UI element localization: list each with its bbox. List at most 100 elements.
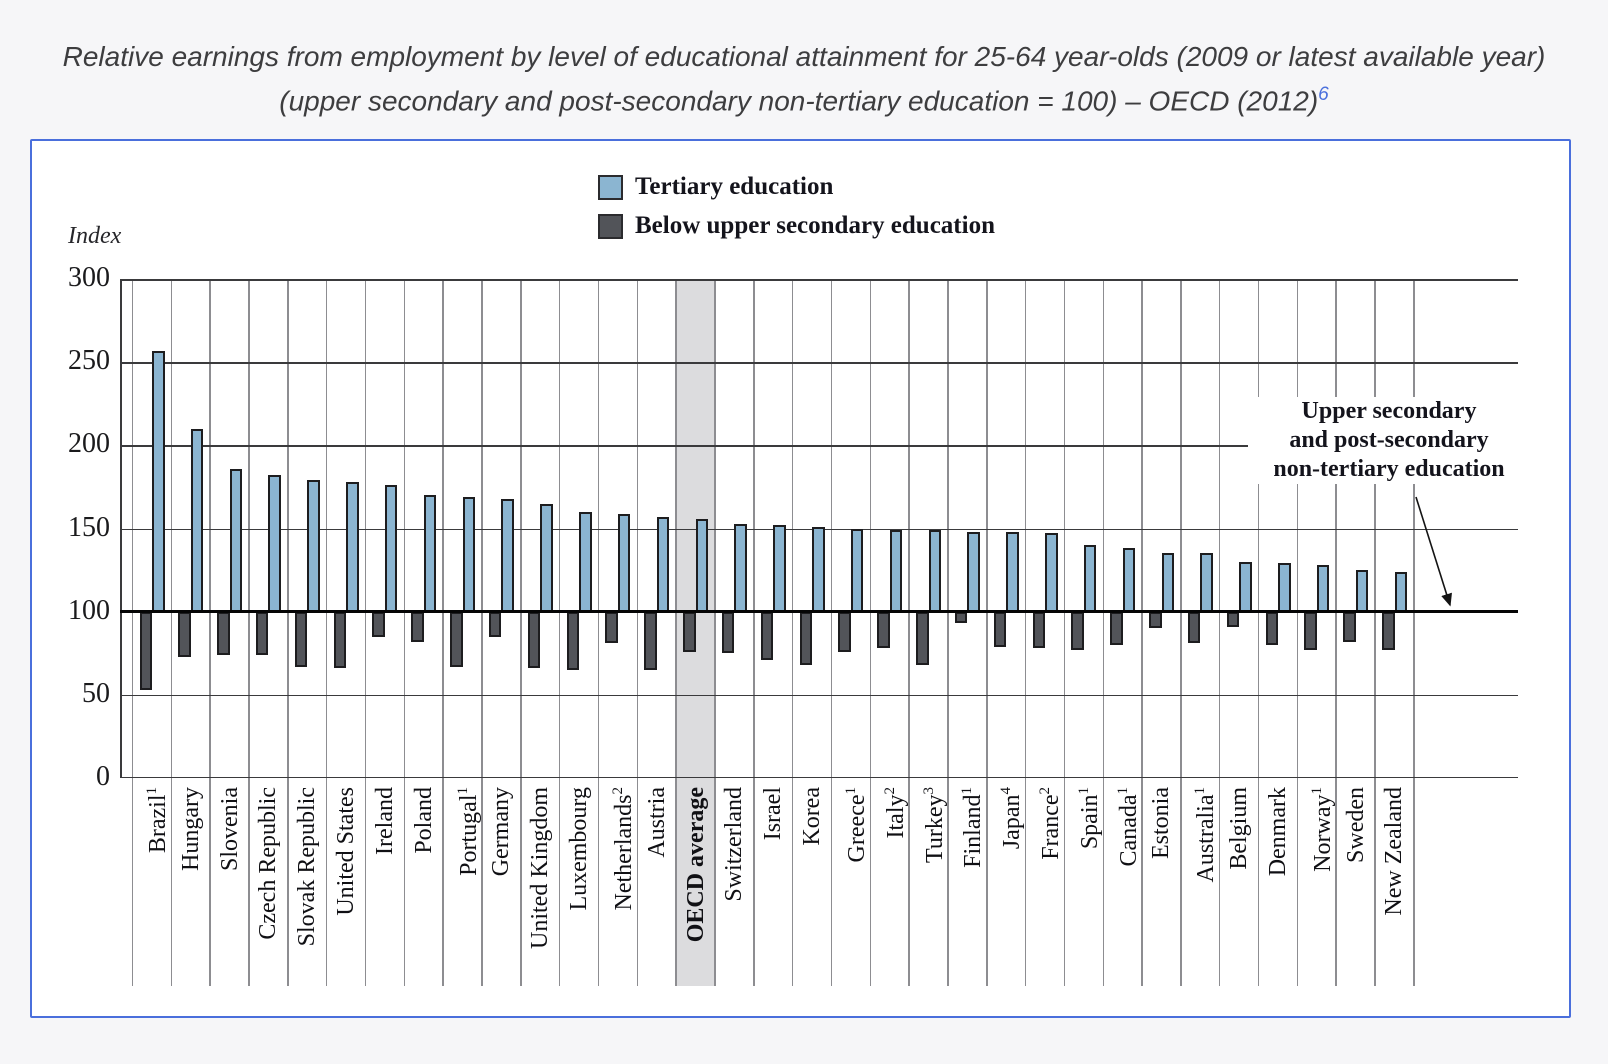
y-tick-50: 50 xyxy=(82,677,110,709)
bar-tertiary-Poland xyxy=(423,495,437,612)
baseline-annotation-line: Upper secondary xyxy=(1301,398,1477,424)
bar-tertiary-Korea xyxy=(812,526,825,612)
baseline-annotation-line: non-tertiary education xyxy=(1273,456,1505,482)
bar-below-upper-secondary-Poland xyxy=(411,611,424,642)
legend-item-below-upper-secondary: Below upper secondary education xyxy=(598,212,995,240)
bar-below-upper-secondary-Australia xyxy=(1187,611,1201,644)
tertiary-legend-swatch-icon xyxy=(598,174,623,200)
x-label-Australia: Australia1 xyxy=(1192,787,1220,883)
x-label-Germany: Germany xyxy=(488,787,515,877)
chart-figure: Tertiary education Below upper secondary… xyxy=(30,139,1571,1018)
below-upper-secondary-legend-swatch-icon xyxy=(598,213,623,239)
x-label-Netherlands: Netherlands2 xyxy=(609,787,637,911)
gridline-vertical xyxy=(1102,279,1104,986)
bar-tertiary-Austria xyxy=(656,516,670,612)
baseline-annotation-line: and post-secondary xyxy=(1289,427,1489,453)
gridline-vertical xyxy=(1063,279,1066,986)
baseline-annotation: Upper secondary and post-secondary non-t… xyxy=(1248,397,1530,484)
gridline-vertical xyxy=(209,279,211,986)
gridline-vertical xyxy=(791,279,794,986)
bar-below-upper-secondary-Korea xyxy=(799,611,813,665)
chart-legend: Tertiary education Below upper secondary… xyxy=(598,173,995,251)
bar-tertiary-Israel xyxy=(773,525,786,612)
page-title: Relative earnings from employment by lev… xyxy=(32,38,1577,120)
gridline-vertical xyxy=(520,279,522,986)
gridline-vertical xyxy=(558,279,561,986)
bar-below-upper-secondary-Norway xyxy=(1304,611,1317,650)
gridline-vertical xyxy=(947,279,949,986)
x-label-OECD average: OECD average xyxy=(682,787,709,943)
gridline-h-50 xyxy=(120,694,1518,697)
gridline-vertical xyxy=(636,279,639,986)
bar-below-upper-secondary-Sweden xyxy=(1343,611,1356,642)
bar-tertiary-Portugal xyxy=(462,496,476,612)
bar-tertiary-Sweden xyxy=(1355,570,1369,612)
gridline-h-200 xyxy=(120,445,1518,447)
bar-tertiary-Luxembourg xyxy=(579,511,592,612)
bar-tertiary-United States xyxy=(346,481,359,612)
gridline-h-0 xyxy=(120,776,1518,778)
gridline-vertical xyxy=(1296,279,1299,986)
bar-tertiary-Czech Republic xyxy=(268,475,281,612)
bar-tertiary-Belgium xyxy=(1239,561,1252,612)
bar-below-upper-secondary-Germany xyxy=(488,611,502,637)
bar-below-upper-secondary-Canada xyxy=(1110,611,1123,645)
gridline-vertical xyxy=(403,279,406,986)
baseline-100-line xyxy=(120,609,1518,614)
x-label-United States: United States xyxy=(333,787,360,916)
bar-tertiary-Denmark xyxy=(1278,563,1291,612)
x-label-Canada: Canada1 xyxy=(1114,787,1142,867)
bar-tertiary-Canada xyxy=(1122,548,1136,612)
bar-tertiary-OECD average xyxy=(695,518,709,612)
bar-tertiary-Slovenia xyxy=(229,468,243,612)
footnote-superscript: 1 xyxy=(1114,787,1131,795)
x-label-Slovenia: Slovenia xyxy=(216,787,243,871)
annotation-arrow-icon xyxy=(1415,496,1452,607)
bar-below-upper-secondary-Brazil xyxy=(139,611,152,690)
x-label-Austria: Austria xyxy=(643,787,670,858)
y-tick-300: 300 xyxy=(68,262,110,293)
gridline-vertical xyxy=(753,279,755,986)
page-title-text: Relative earnings from employment by lev… xyxy=(62,41,1546,117)
gridline-vertical xyxy=(1335,279,1337,986)
legend-label-tertiary: Tertiary education xyxy=(635,173,834,200)
footnote-link[interactable]: 6 xyxy=(1318,84,1329,105)
footnote-superscript: 3 xyxy=(920,787,937,795)
bar-below-upper-secondary-Ireland xyxy=(372,611,385,637)
bar-below-upper-secondary-Czech Republic xyxy=(255,611,269,655)
footnote-superscript: 1 xyxy=(1308,787,1325,795)
gridline-vertical xyxy=(1180,279,1182,986)
bar-below-upper-secondary-France xyxy=(1032,611,1046,649)
x-label-Estonia: Estonia xyxy=(1148,787,1175,859)
gridline-vertical xyxy=(1257,279,1260,986)
x-label-Slovak Republic: Slovak Republic xyxy=(294,787,321,947)
gridline-vertical xyxy=(1024,279,1027,986)
bar-below-upper-secondary-Hungary xyxy=(178,611,191,657)
bar-below-upper-secondary-Portugal xyxy=(450,611,463,667)
x-label-Poland: Poland xyxy=(410,787,437,854)
footnote-superscript: 2 xyxy=(609,787,626,795)
gridline-vertical xyxy=(131,279,134,986)
x-label-Hungary: Hungary xyxy=(177,787,204,871)
bar-below-upper-secondary-Belgium xyxy=(1226,611,1240,627)
bar-tertiary-France xyxy=(1045,533,1058,612)
y-axis-line xyxy=(120,279,122,778)
footnote-superscript: 1 xyxy=(1192,787,1209,795)
bar-tertiary-Ireland xyxy=(384,485,398,612)
footnote-superscript: 4 xyxy=(998,787,1015,795)
bar-below-upper-secondary-Japan xyxy=(993,611,1007,647)
bar-below-upper-secondary-United States xyxy=(333,611,347,669)
gridline-vertical xyxy=(170,279,173,986)
gridline-vertical xyxy=(986,279,988,986)
bar-tertiary-Greece xyxy=(850,528,864,612)
x-label-Portugal: Portugal1 xyxy=(454,787,482,876)
x-label-Turkey: Turkey3 xyxy=(920,787,948,863)
x-label-Spain: Spain1 xyxy=(1075,787,1103,850)
plot-area: Brazil1 Hungary Slovenia Czech Republic Slov… xyxy=(120,279,1518,986)
gridline-vertical xyxy=(1413,279,1415,986)
gridline-vertical xyxy=(287,279,289,986)
gridline-vertical xyxy=(442,279,444,986)
x-label-Luxembourg: Luxembourg xyxy=(566,787,593,911)
gridline-vertical xyxy=(1374,279,1376,986)
gridline-vertical xyxy=(908,279,910,986)
